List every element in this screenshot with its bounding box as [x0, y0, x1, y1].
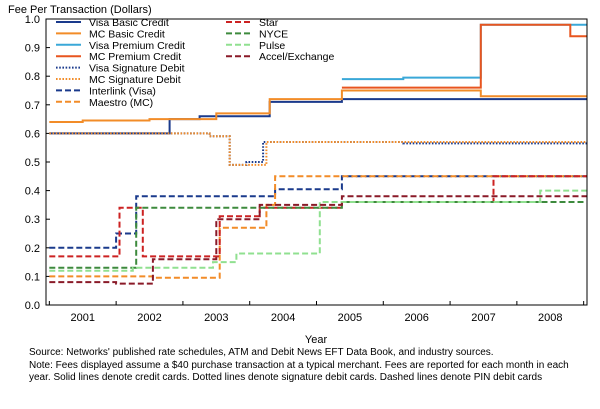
- y-axis: 0.0 0.1 0.2 0.3 0.4 0.5 0.6 0.7 0.8 0.9 1.0: [25, 14, 50, 312]
- footnote: Note: Fees displayed assume a $40 purcha…: [29, 359, 569, 384]
- legend-label: Visa Premium Credit: [89, 40, 185, 52]
- y-tick-label: 0.4: [25, 186, 40, 198]
- legend-label: MC Premium Credit: [89, 51, 181, 63]
- legend-label: Maestro (MC): [89, 97, 153, 109]
- y-tick-label: 0.9: [25, 43, 40, 55]
- fee-chart: Fee Per Transaction (Dollars) 0.00.10.20…: [8, 4, 588, 345]
- series-line-mc-signature-debit: [49, 132, 587, 166]
- legend-label: MC Basic Credit: [89, 28, 165, 40]
- y-tick-label: 0.6: [25, 128, 40, 140]
- x-tick-label: 2004: [271, 312, 295, 324]
- y-tick-label: 0.0: [25, 300, 40, 312]
- legend-label: Pulse: [259, 40, 285, 52]
- x-axis-title: Year: [305, 334, 328, 345]
- x-tick-label: 2005: [338, 312, 362, 324]
- series-line-mc-premium-credit: [341, 23, 587, 89]
- series-line-accel-exchange: [49, 195, 587, 285]
- series-line-interlink-visa-: [49, 175, 587, 249]
- legend-label: Star: [259, 17, 279, 29]
- x-tick-label: 2002: [137, 312, 161, 324]
- y-tick-label: 0.3: [25, 214, 40, 226]
- y-tick-label: 0.1: [25, 271, 40, 283]
- series-line-visa-premium-credit: [341, 23, 587, 81]
- series-line-pulse: [49, 189, 587, 272]
- x-axis: 2001 2002 2003 2004 2005 2006 2007 2008: [48, 301, 585, 324]
- source-note: Source: Networks' published rate schedul…: [29, 347, 494, 358]
- chart-notes: Source: Networks' published rate schedul…: [29, 347, 589, 385]
- plot-frame: [45, 18, 588, 306]
- y-axis-title: Fee Per Transaction (Dollars): [8, 4, 152, 16]
- legend-label: Accel/Exchange: [259, 51, 334, 63]
- series-line-mc-basic-credit: [49, 89, 587, 123]
- y-tick-label: 0.5: [25, 157, 40, 169]
- legend-label: Interlink (Visa): [89, 85, 156, 97]
- legend-label: MC Signature Debit: [89, 74, 181, 86]
- x-tick-label: 2008: [538, 312, 562, 324]
- series-line-maestro-mc-: [49, 175, 587, 279]
- series-line-visa-signature-debit: [49, 132, 587, 166]
- legend-label: NYCE: [259, 28, 288, 40]
- y-tick-label: 1.0: [25, 14, 40, 26]
- legend-label: Visa Signature Debit: [89, 63, 185, 75]
- x-tick-label: 2001: [70, 312, 94, 324]
- y-tick-label: 0.2: [25, 243, 40, 255]
- series-lines: [49, 23, 587, 285]
- y-tick-label: 0.7: [25, 100, 40, 112]
- y-tick-label: 0.8: [25, 71, 40, 83]
- series-line-nyce: [49, 201, 587, 269]
- x-tick-label: 2007: [471, 312, 495, 324]
- series-line-visa-basic-credit: [49, 98, 587, 135]
- x-tick-label: 2006: [404, 312, 428, 324]
- legend-label: Visa Basic Credit: [89, 17, 169, 29]
- x-tick-label: 2003: [204, 312, 228, 324]
